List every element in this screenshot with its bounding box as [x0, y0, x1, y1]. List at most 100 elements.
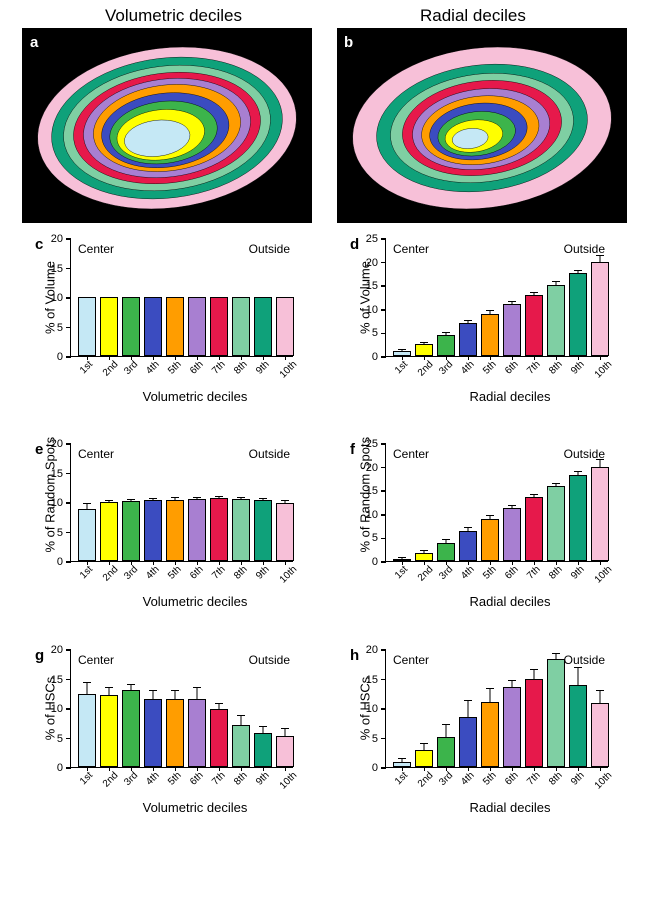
y-tick-label: 20 [51, 438, 63, 450]
bar [591, 703, 609, 767]
x-tick-label: 1st [393, 770, 410, 787]
y-tick-label: 20 [51, 644, 63, 656]
outside-label: Outside [249, 447, 290, 461]
bar [437, 543, 455, 561]
plot-area: 05101520CenterOutside1st2nd3rd4th5th6th7… [385, 650, 608, 768]
x-axis-label: Volumetric deciles [115, 594, 275, 609]
x-tick-label: 7th [210, 564, 228, 582]
x-tick-label: 1st [393, 359, 410, 376]
chart-d: d% of Volume0510152025CenterOutside1st2n… [385, 239, 645, 427]
x-tick-label: 5th [481, 770, 499, 788]
y-tick-label: 15 [366, 280, 378, 292]
plot-area: 05101520CenterOutside1st2nd3rd4th5th6th7… [70, 444, 293, 562]
x-tick-label: 8th [232, 564, 250, 582]
x-tick-label: 2nd [416, 359, 436, 379]
bar [276, 736, 294, 767]
y-tick-label: 10 [51, 292, 63, 304]
bar [188, 699, 206, 767]
x-tick-label: 8th [232, 359, 250, 377]
bar [503, 687, 521, 767]
bar [188, 499, 206, 561]
x-tick-label: 4th [459, 564, 477, 582]
bar [144, 699, 162, 767]
x-tick-label: 7th [525, 770, 543, 788]
center-label: Center [393, 653, 429, 667]
bar [547, 486, 565, 561]
bar [254, 297, 272, 356]
y-tick-label: 20 [51, 233, 63, 245]
plot-area: 05101520CenterOutside1st2nd3rd4th5th6th7… [70, 239, 293, 357]
y-tick-label: 10 [366, 304, 378, 316]
outside-label: Outside [249, 653, 290, 667]
x-tick-label: 3rd [437, 564, 455, 582]
x-tick-label: 5th [166, 359, 184, 377]
x-tick-label: 10th [278, 770, 300, 792]
x-axis-label: Volumetric deciles [115, 800, 275, 815]
bar [78, 694, 96, 767]
header-left: Volumetric deciles [105, 6, 242, 26]
y-tick-label: 0 [372, 762, 378, 774]
bar [210, 709, 228, 767]
bar [232, 725, 250, 767]
y-tick-label: 20 [366, 644, 378, 656]
chart-f: f% of Random Spots0510152025CenterOutsid… [385, 444, 645, 632]
x-tick-label: 5th [166, 770, 184, 788]
bar [254, 733, 272, 767]
bar [144, 297, 162, 356]
x-tick-label: 7th [210, 359, 228, 377]
bar [591, 262, 609, 356]
x-tick-label: 6th [503, 564, 521, 582]
bar [547, 659, 565, 767]
x-axis-label: Radial deciles [430, 389, 590, 404]
x-tick-label: 9th [569, 564, 587, 582]
bar [591, 467, 609, 561]
bar [166, 500, 184, 561]
y-tick-label: 5 [372, 327, 378, 339]
y-tick-label: 0 [372, 556, 378, 568]
y-tick-label: 5 [57, 527, 63, 539]
chart-c: c% of Volume05101520CenterOutside1st2nd3… [70, 239, 333, 427]
x-tick-label: 6th [188, 359, 206, 377]
bar [232, 499, 250, 561]
bar [232, 297, 250, 356]
y-tick-label: 0 [57, 351, 63, 363]
y-tick-label: 0 [57, 762, 63, 774]
x-tick-label: 6th [188, 770, 206, 788]
bar [569, 475, 587, 561]
bar [122, 501, 140, 561]
y-tick-label: 20 [366, 257, 378, 269]
center-label: Center [78, 447, 114, 461]
panel-label-b: b [344, 34, 353, 51]
x-tick-label: 2nd [101, 564, 121, 584]
bar [100, 502, 118, 561]
x-tick-label: 4th [459, 770, 477, 788]
bar [254, 500, 272, 561]
bar [188, 297, 206, 356]
bar [525, 497, 543, 561]
y-tick-label: 10 [51, 497, 63, 509]
x-tick-label: 8th [547, 359, 565, 377]
panel-label-f: f [350, 441, 355, 458]
y-tick-label: 5 [372, 532, 378, 544]
x-axis-label: Volumetric deciles [115, 389, 275, 404]
x-tick-label: 4th [144, 359, 162, 377]
x-tick-label: 3rd [122, 564, 140, 582]
x-tick-label: 5th [166, 564, 184, 582]
panel-b-image [337, 28, 627, 223]
x-tick-label: 10th [278, 564, 300, 586]
y-tick-label: 20 [366, 462, 378, 474]
y-tick-label: 15 [51, 263, 63, 275]
bar [100, 695, 118, 767]
bar [78, 297, 96, 356]
x-tick-label: 7th [210, 770, 228, 788]
x-tick-label: 6th [503, 359, 521, 377]
bar [503, 508, 521, 561]
bar [210, 297, 228, 356]
outside-label: Outside [564, 242, 605, 256]
x-tick-label: 10th [593, 564, 615, 586]
bar [569, 685, 587, 767]
bar [459, 531, 477, 561]
center-label: Center [393, 447, 429, 461]
bar [569, 273, 587, 356]
plot-area: 0510152025CenterOutside1st2nd3rd4th5th6t… [385, 444, 608, 562]
